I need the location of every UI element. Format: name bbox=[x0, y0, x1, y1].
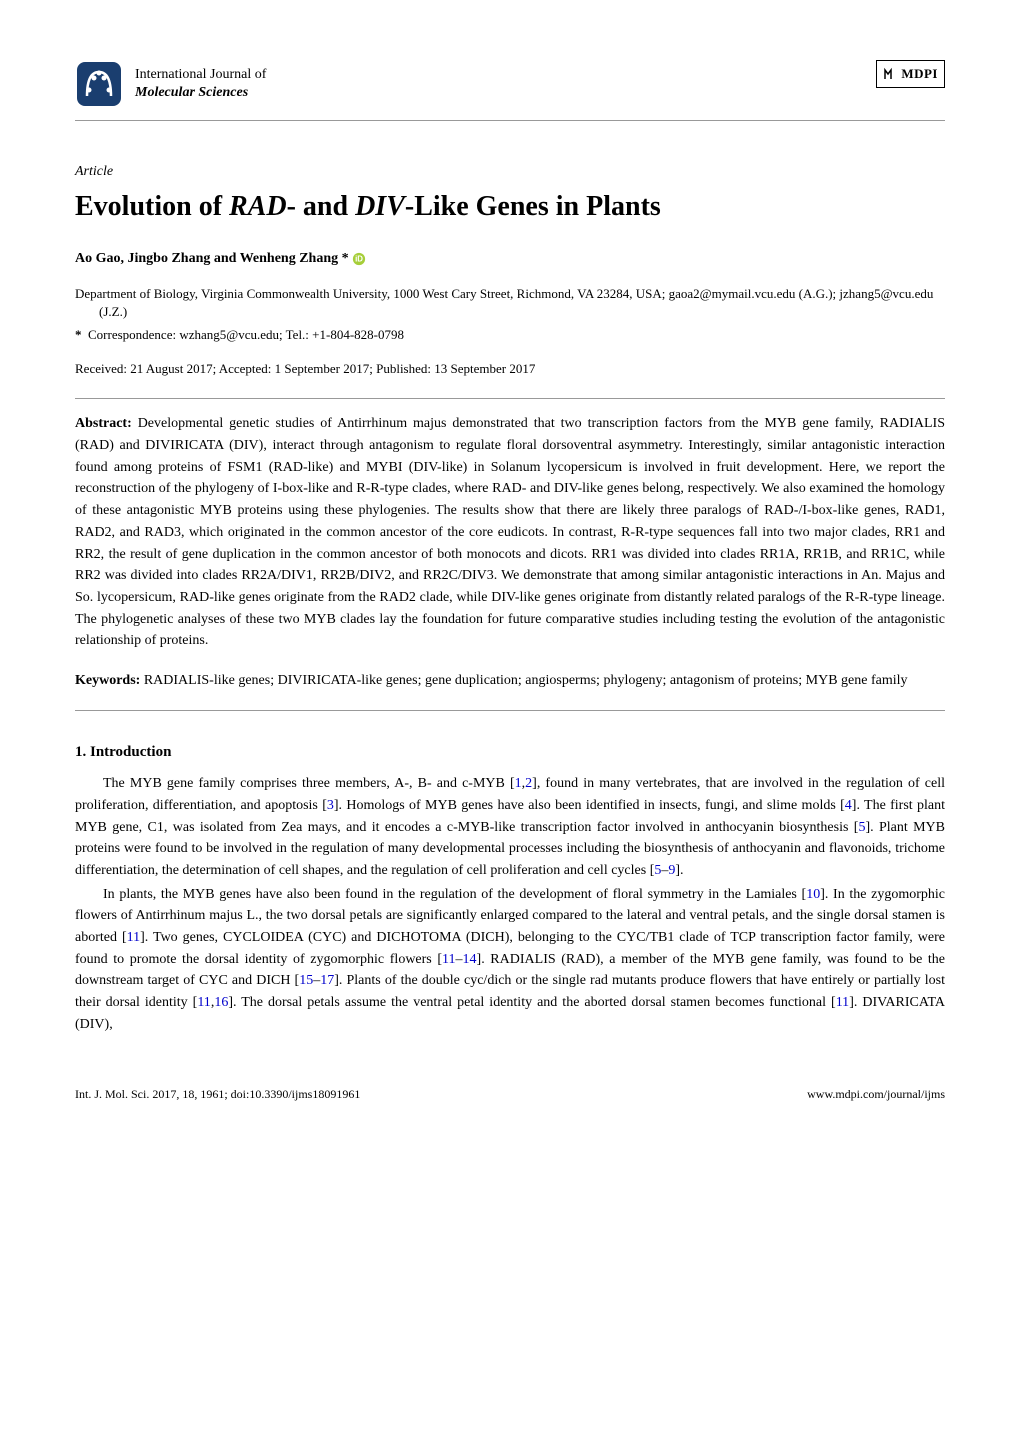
correspondence: * Correspondence: wzhang5@vcu.edu; Tel.:… bbox=[75, 325, 945, 345]
ref-11b[interactable]: 11 bbox=[442, 952, 455, 967]
keywords-block: Keywords: RADIALIS-like genes; DIVIRICAT… bbox=[75, 670, 945, 711]
p2d: – bbox=[456, 952, 463, 967]
orcid-icon[interactable]: iD bbox=[352, 252, 366, 266]
ref-3[interactable]: 3 bbox=[327, 798, 334, 813]
affiliation: Department of Biology, Virginia Commonwe… bbox=[75, 285, 945, 321]
ref-1[interactable]: 1 bbox=[515, 776, 522, 791]
p1a: The MYB gene family comprises three memb… bbox=[103, 776, 515, 791]
ref-17[interactable]: 17 bbox=[320, 973, 334, 988]
article-type: Article bbox=[75, 161, 945, 182]
correspondence-label: * bbox=[75, 327, 82, 342]
keywords-text: RADIALIS-like genes; DIVIRICATA-like gen… bbox=[140, 673, 907, 688]
footer-url[interactable]: www.mdpi.com/journal/ijms bbox=[807, 1085, 945, 1103]
authors-text: Ao Gao, Jingbo Zhang and Wenheng Zhang * bbox=[75, 251, 349, 266]
intro-para-1: The MYB gene family comprises three memb… bbox=[75, 773, 945, 881]
title-prefix: Evolution of bbox=[75, 191, 229, 222]
journal-logo-block: International Journal of Molecular Scien… bbox=[75, 60, 266, 108]
ref-4[interactable]: 4 bbox=[845, 798, 852, 813]
abstract-label: Abstract: bbox=[75, 416, 132, 431]
ref-16[interactable]: 16 bbox=[214, 995, 228, 1010]
ref-15[interactable]: 15 bbox=[299, 973, 313, 988]
section-1-heading: 1. Introduction bbox=[75, 741, 945, 764]
p2i: ]. The dorsal petals assume the ventral … bbox=[228, 995, 835, 1010]
correspondence-text: Correspondence: wzhang5@vcu.edu; Tel.: +… bbox=[88, 327, 404, 342]
abstract-block: Abstract: Developmental genetic studies … bbox=[75, 398, 945, 652]
svg-text:iD: iD bbox=[355, 254, 363, 263]
journal-name-line2: Molecular Sciences bbox=[135, 84, 266, 102]
publication-dates: Received: 21 August 2017; Accepted: 1 Se… bbox=[75, 359, 945, 379]
page-footer: Int. J. Mol. Sci. 2017, 18, 1961; doi:10… bbox=[75, 1085, 945, 1103]
intro-para-2: In plants, the MYB genes have also been … bbox=[75, 884, 945, 1036]
journal-name: International Journal of Molecular Scien… bbox=[135, 66, 266, 102]
article-title: Evolution of RAD- and DIV-Like Genes in … bbox=[75, 186, 945, 228]
journal-name-line1: International Journal of bbox=[135, 66, 266, 84]
authors: Ao Gao, Jingbo Zhang and Wenheng Zhang *… bbox=[75, 248, 945, 269]
ref-14[interactable]: 14 bbox=[463, 952, 477, 967]
publisher-logo: MDPI bbox=[876, 60, 945, 88]
title-em1: RAD bbox=[229, 191, 287, 222]
p1h: ]. bbox=[675, 863, 683, 878]
title-em2: DIV bbox=[355, 191, 405, 222]
ref-11c[interactable]: 11 bbox=[197, 995, 210, 1010]
footer-citation: Int. J. Mol. Sci. 2017, 18, 1961; doi:10… bbox=[75, 1085, 360, 1103]
page-header: International Journal of Molecular Scien… bbox=[75, 60, 945, 121]
title-mid: - and bbox=[287, 191, 355, 222]
title-suffix: -Like Genes in Plants bbox=[405, 191, 661, 222]
ref-10[interactable]: 10 bbox=[806, 887, 820, 902]
publisher-name: MDPI bbox=[901, 64, 938, 84]
keywords-label: Keywords: bbox=[75, 673, 140, 688]
p2a: In plants, the MYB genes have also been … bbox=[103, 887, 806, 902]
ref-11d[interactable]: 11 bbox=[836, 995, 849, 1010]
abstract-text: Developmental genetic studies of Antirrh… bbox=[75, 416, 945, 648]
mdpi-mark-icon bbox=[883, 67, 897, 81]
p1d: ]. Homologs of MYB genes have also been … bbox=[334, 798, 845, 813]
journal-logo-icon bbox=[75, 60, 123, 108]
ref-11[interactable]: 11 bbox=[127, 930, 140, 945]
